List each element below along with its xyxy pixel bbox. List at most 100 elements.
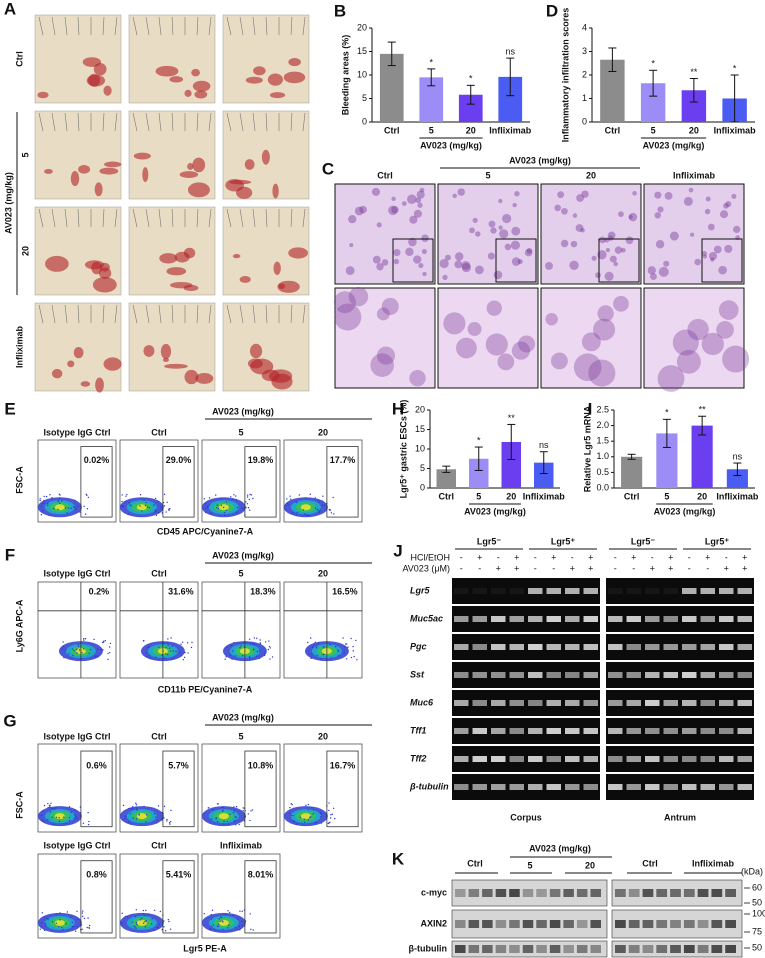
bar (458, 94, 483, 122)
lesion (162, 357, 169, 362)
event (264, 641, 267, 643)
event (76, 910, 78, 913)
density-cloud (54, 504, 65, 511)
event (124, 815, 127, 818)
event (337, 655, 340, 657)
gel-band (491, 616, 506, 622)
cell (654, 191, 662, 199)
cell (573, 353, 602, 382)
flow-plot (37, 581, 117, 679)
cell (618, 211, 624, 218)
significance: ns (733, 451, 743, 461)
rule (38, 112, 44, 132)
cell (511, 341, 531, 360)
gel-band (626, 672, 641, 678)
cell (701, 332, 724, 356)
event (224, 913, 227, 915)
cell (605, 247, 611, 253)
event (353, 655, 355, 658)
cell (713, 245, 722, 254)
event (310, 637, 312, 639)
event (245, 506, 247, 509)
event (71, 648, 74, 650)
event (126, 493, 128, 496)
event (319, 658, 322, 660)
event (244, 920, 247, 922)
treatment-sign: - (571, 552, 574, 562)
lesion (183, 247, 196, 259)
y-tick-label: 10 (415, 443, 425, 453)
event (240, 927, 242, 930)
gel-band (626, 644, 641, 650)
lesion (184, 89, 192, 97)
event (329, 817, 332, 819)
density-cloud (136, 813, 147, 820)
gate (162, 860, 195, 934)
blot-band (590, 945, 601, 953)
event (181, 641, 184, 643)
gel-band (546, 700, 561, 706)
gel-band (565, 756, 580, 762)
event (128, 807, 130, 810)
event (209, 928, 211, 930)
event (51, 920, 54, 923)
event (259, 639, 261, 641)
cell (391, 196, 396, 201)
gel-band (719, 672, 734, 678)
y-tick-label: 2 (582, 69, 587, 79)
event (263, 654, 266, 657)
error-bar (506, 57, 515, 97)
cell (417, 202, 423, 208)
cell (599, 236, 606, 244)
lesion (288, 247, 308, 259)
cell (391, 206, 399, 214)
y-tick-label: 15 (415, 424, 425, 434)
blot-band (670, 920, 681, 928)
event (235, 511, 238, 514)
event (81, 912, 84, 914)
cell (576, 194, 584, 202)
event (168, 822, 171, 824)
event (45, 495, 48, 498)
rule (77, 208, 80, 228)
gel-band (700, 784, 715, 790)
lesion (78, 164, 91, 174)
error-bar (442, 465, 451, 473)
rule (38, 16, 44, 36)
cell (710, 257, 715, 262)
cell (370, 353, 395, 377)
lesion (249, 343, 263, 359)
event (83, 637, 85, 640)
cell (348, 215, 357, 224)
event (40, 505, 43, 507)
event (238, 925, 241, 928)
gel-band (737, 700, 752, 706)
gel-band (719, 644, 734, 650)
blot-band (697, 889, 709, 897)
event (43, 916, 45, 918)
gene-label: Muc5ac (410, 613, 443, 623)
gel-band (472, 700, 487, 706)
rule (102, 112, 105, 132)
gel-band (645, 784, 660, 790)
gel-band (682, 756, 697, 762)
event (145, 920, 147, 922)
event (121, 819, 124, 821)
event (142, 922, 145, 924)
bar (469, 458, 489, 488)
event (285, 509, 287, 511)
gel-band (472, 784, 487, 790)
gel-band (626, 588, 641, 594)
gel-band (491, 700, 506, 706)
stomach-photo (34, 302, 122, 392)
event (89, 648, 92, 651)
event (41, 819, 44, 821)
event (235, 499, 237, 501)
gate-percent: 16.7% (330, 760, 356, 770)
group-label: AV023 (mg/kg) (212, 550, 274, 560)
rule (226, 16, 232, 36)
rule (158, 208, 162, 228)
event (350, 656, 353, 659)
gel-band (509, 728, 524, 734)
event (323, 504, 326, 507)
